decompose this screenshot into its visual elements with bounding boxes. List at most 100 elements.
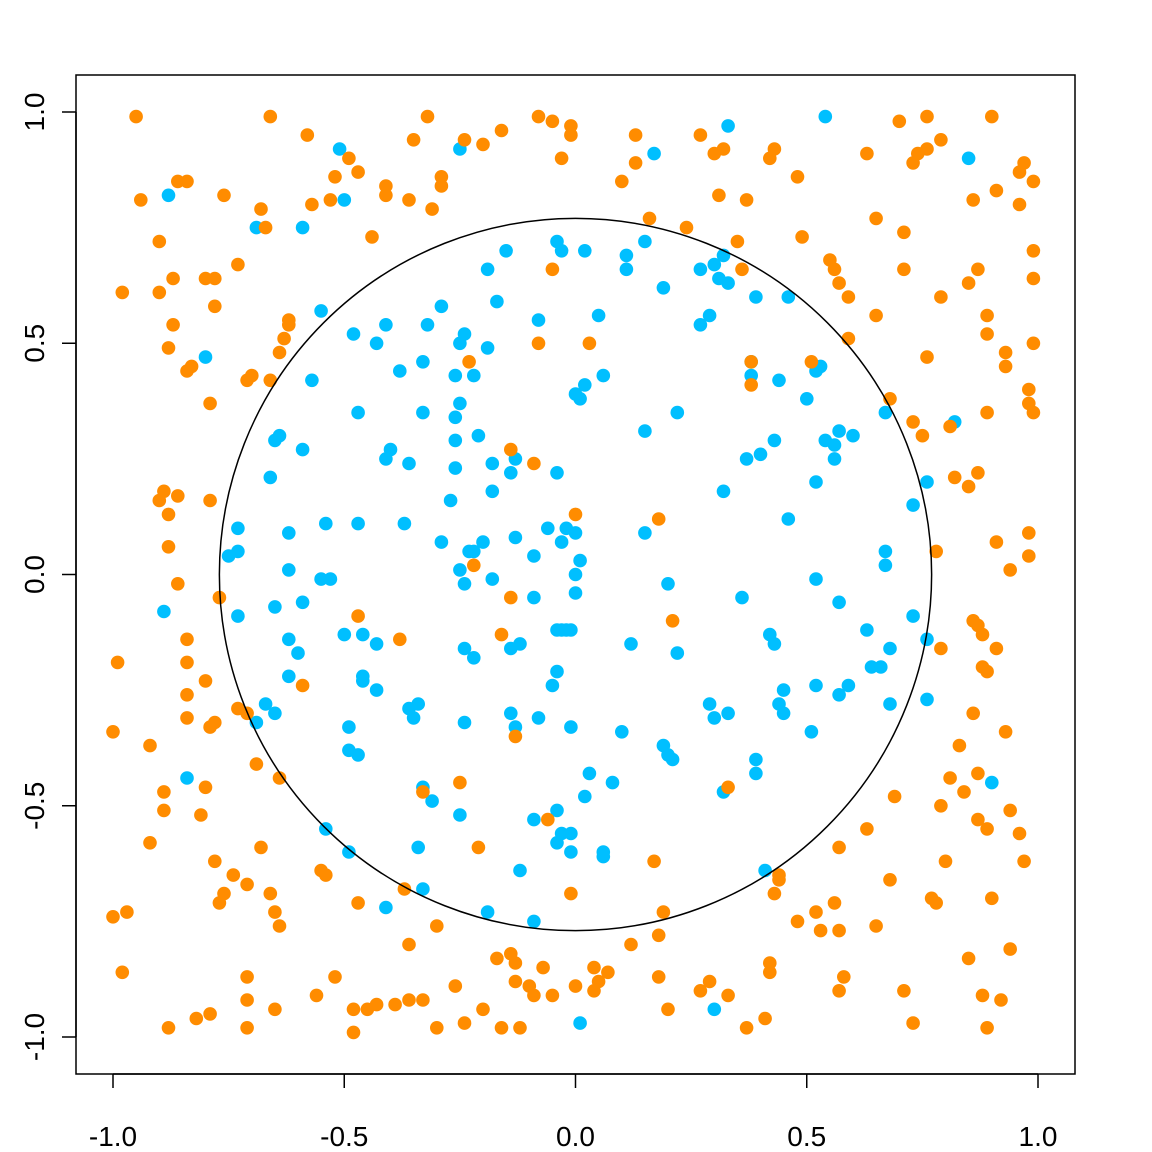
scatter-point — [735, 262, 749, 277]
y-tick-label: 0.0 — [19, 555, 50, 594]
scatter-point — [351, 165, 365, 179]
scatter-point — [749, 290, 763, 304]
scatter-point — [578, 378, 592, 392]
scatter-point — [457, 1016, 472, 1030]
scatter-point — [832, 840, 846, 855]
scatter-point — [541, 812, 555, 827]
scatter-point — [568, 526, 583, 540]
scatter-point — [1026, 174, 1041, 189]
scatter-point — [166, 271, 180, 286]
scatter-point — [448, 410, 463, 425]
scatter-point — [272, 345, 287, 360]
scatter-point — [416, 785, 430, 799]
scatter-point — [272, 771, 287, 785]
scatter-point — [490, 294, 504, 309]
scatter-point — [434, 299, 449, 314]
scatter-point — [1026, 271, 1041, 286]
scatter-point — [527, 812, 541, 827]
scatter-point — [624, 937, 638, 952]
scatter-point — [1012, 197, 1027, 212]
scatter-point — [545, 262, 560, 277]
scatter-point — [994, 993, 1008, 1007]
scatter-point — [550, 664, 564, 679]
scatter-point — [883, 697, 897, 711]
scatter-point — [550, 836, 564, 850]
scatter-point — [642, 211, 657, 226]
scatter-point — [776, 706, 791, 721]
scatter-point — [319, 516, 333, 531]
scatter-point — [425, 794, 439, 808]
scatter-point — [379, 900, 393, 915]
scatter-point — [180, 632, 194, 647]
scatter-point — [730, 234, 745, 249]
scatter-point — [425, 202, 439, 216]
scatter-point — [961, 276, 976, 290]
scatter-point — [568, 507, 583, 522]
scatter-point — [874, 660, 888, 674]
scatter-point — [180, 688, 194, 702]
scatter-point — [971, 766, 985, 781]
scatter-point — [554, 244, 569, 258]
scatter-point — [457, 715, 472, 730]
scatter-point — [365, 230, 379, 244]
scatter-point — [739, 452, 754, 466]
scatter-point — [813, 923, 828, 938]
scatter-point — [582, 766, 597, 781]
scatter-point — [809, 905, 823, 919]
scatter-point — [1017, 156, 1031, 170]
x-tick-label: -1.0 — [89, 1121, 137, 1152]
scatter-point — [934, 641, 948, 656]
scatter-point — [476, 137, 490, 152]
scatter-point — [934, 133, 948, 147]
scatter-point — [591, 308, 606, 323]
scatter-point — [767, 142, 782, 156]
scatter-point — [346, 1025, 361, 1040]
scatter-point — [707, 1002, 722, 1017]
scatter-point — [110, 655, 125, 670]
scatter-point — [587, 984, 601, 998]
scatter-point — [448, 433, 463, 448]
scatter-point — [915, 428, 930, 443]
scatter-point — [832, 688, 846, 702]
scatter-point — [393, 364, 407, 378]
scatter-point — [564, 623, 578, 637]
scatter-point — [772, 373, 786, 388]
scatter-point — [693, 262, 708, 277]
scatter-point — [832, 923, 846, 938]
scatter-point — [702, 974, 717, 989]
scatter-point — [971, 466, 985, 480]
scatter-point — [508, 729, 523, 744]
scatter-point — [943, 419, 957, 434]
scatter-point — [702, 308, 717, 323]
scatter-point — [402, 993, 416, 1007]
scatter-point — [198, 674, 213, 688]
scatter-point — [763, 627, 777, 642]
scatter-point — [957, 785, 971, 799]
scatter-point — [980, 327, 994, 341]
scatter-point — [268, 905, 282, 919]
scatter-point — [513, 863, 527, 878]
scatter-point — [406, 133, 421, 147]
scatter-point — [527, 590, 541, 605]
scatter-point — [961, 479, 976, 494]
scatter-point — [989, 641, 1004, 656]
scatter-point — [457, 641, 472, 656]
scatter-point — [161, 507, 176, 522]
scatter-point — [471, 428, 486, 443]
scatter-point — [208, 854, 222, 869]
scatter-point — [379, 452, 393, 466]
scatter-point — [291, 646, 305, 660]
scatter-point — [369, 683, 384, 697]
scatter-point — [656, 905, 671, 919]
scatter-point — [693, 128, 708, 142]
scatter-point — [360, 1002, 375, 1017]
scatter-point — [462, 355, 476, 369]
scatter-point — [356, 627, 370, 642]
scatter-point — [961, 951, 976, 966]
scatter-point — [587, 960, 601, 975]
scatter-point — [860, 623, 874, 637]
scatter-point — [198, 271, 213, 286]
scatter-point — [351, 609, 365, 623]
scatter-point — [457, 133, 472, 147]
scatter-point — [952, 738, 967, 753]
